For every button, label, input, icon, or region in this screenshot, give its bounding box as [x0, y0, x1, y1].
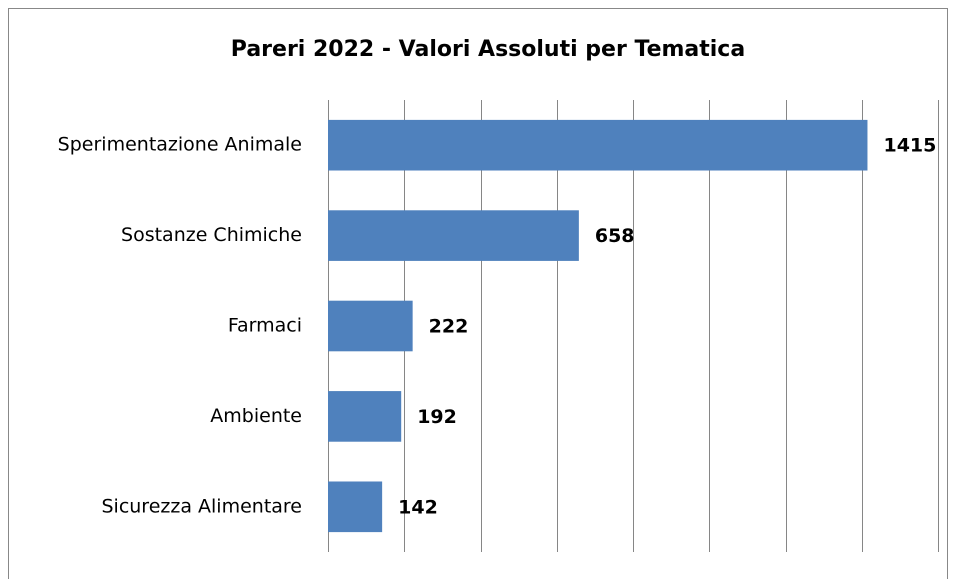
y-tick-label: Sperimentazione Animale [58, 134, 302, 156]
chart-frame [8, 8, 948, 579]
bar [328, 119, 868, 171]
bar [328, 481, 383, 533]
data-label: 1415 [883, 135, 936, 157]
data-label: 142 [398, 496, 438, 518]
y-tick-label: Farmaci [228, 315, 302, 337]
bar [328, 391, 402, 442]
bar [328, 300, 413, 352]
y-tick-label: Sostanze Chimiche [121, 224, 302, 246]
y-tick-label: Sicurezza Alimentare [101, 495, 302, 517]
data-label: 192 [417, 406, 457, 428]
data-label: 658 [595, 225, 635, 247]
chart-title: Pareri 2022 - Valori Assoluti per Temati… [231, 37, 745, 62]
y-tick-label: Ambiente [210, 405, 302, 427]
data-label: 222 [429, 316, 469, 338]
bar [328, 210, 579, 261]
